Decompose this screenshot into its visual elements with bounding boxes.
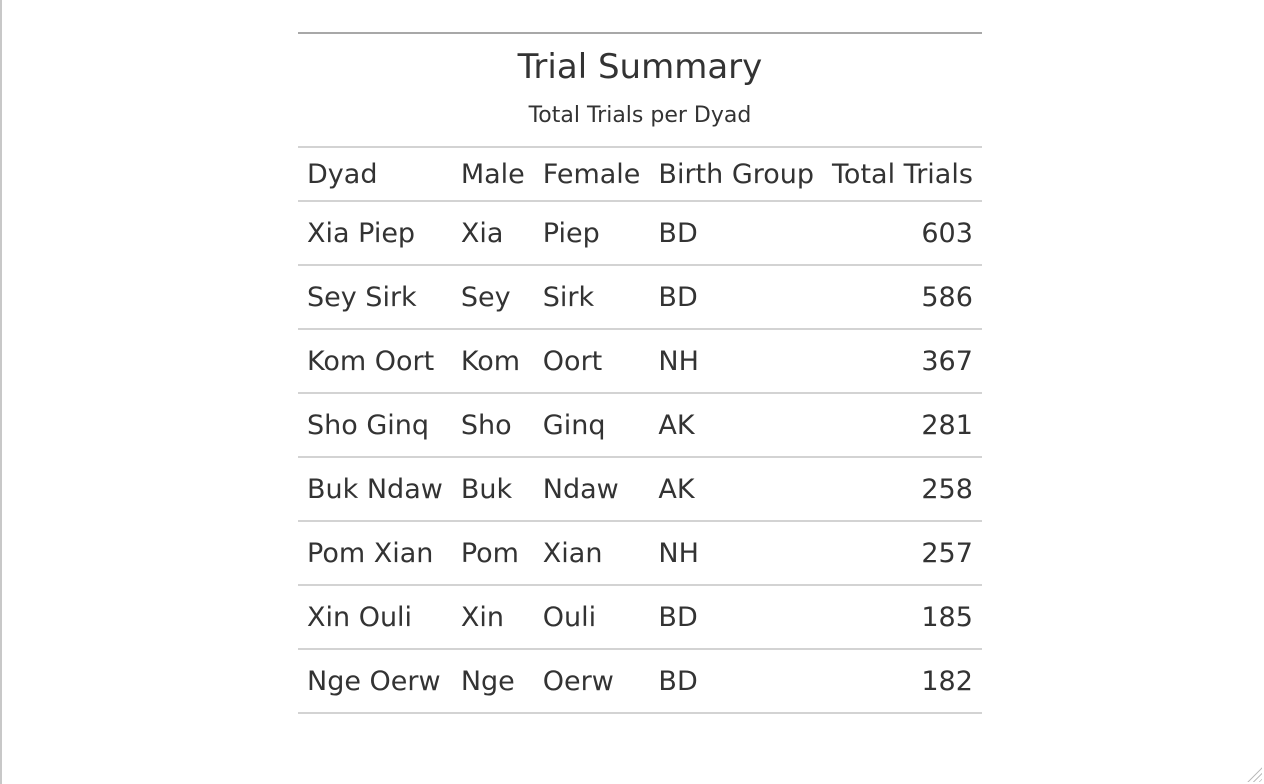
cell-dyad: Kom Oort [298,329,452,394]
column-header-female: Female [533,147,650,202]
cell-female: Oerw [533,649,650,714]
cell-dyad: Xia Piep [298,201,452,266]
table-row: Xia Piep Xia Piep BD 603 [298,201,982,266]
cell-male: Xia [451,201,534,266]
cell-dyad: Xin Ouli [298,585,452,650]
cell-total-trials: 185 [823,585,982,650]
cell-female: Ndaw [533,457,650,522]
cell-female: Ginq [533,393,650,458]
resize-grip-icon[interactable] [1244,764,1262,782]
cell-male: Nge [451,649,534,714]
table-row: Nge Oerw Nge Oerw BD 182 [298,649,982,714]
cell-total-trials: 586 [823,265,982,330]
cell-birth-group: BD [649,585,824,650]
title-row: Trial Summary [298,33,982,90]
cell-birth-group: BD [649,265,824,330]
cell-female: Oort [533,329,650,394]
cell-birth-group: AK [649,457,824,522]
cell-male: Sey [451,265,534,330]
column-header-birth-group: Birth Group [649,147,824,202]
column-header-dyad: Dyad [298,147,452,202]
cell-dyad: Pom Xian [298,521,452,586]
cell-total-trials: 257 [823,521,982,586]
cell-female: Sirk [533,265,650,330]
subtitle-row: Total Trials per Dyad [298,90,982,148]
cell-dyad: Sho Ginq [298,393,452,458]
trial-summary-table: Trial Summary Total Trials per Dyad Dyad… [298,32,982,714]
cell-male: Buk [451,457,534,522]
table-row: Sey Sirk Sey Sirk BD 586 [298,265,982,330]
cell-male: Pom [451,521,534,586]
column-header-total-trials: Total Trials [823,147,982,202]
cell-birth-group: BD [649,201,824,266]
cell-male: Xin [451,585,534,650]
cell-female: Ouli [533,585,650,650]
table-title: Trial Summary [517,47,763,87]
cell-dyad: Buk Ndaw [298,457,452,522]
cell-dyad: Sey Sirk [298,265,452,330]
cell-total-trials: 603 [823,201,982,266]
cell-male: Sho [451,393,534,458]
column-header-male: Male [451,147,534,202]
table-row: Kom Oort Kom Oort NH 367 [298,329,982,394]
cell-total-trials: 258 [823,457,982,522]
column-header-row: Dyad Male Female Birth Group Total Trial… [298,147,982,202]
cell-birth-group: NH [649,329,824,394]
table-body: Xia Piep Xia Piep BD 603 Sey Sirk Sey Si… [298,201,982,714]
cell-total-trials: 367 [823,329,982,394]
cell-total-trials: 182 [823,649,982,714]
table-row: Sho Ginq Sho Ginq AK 281 [298,393,982,458]
cell-birth-group: AK [649,393,824,458]
cell-female: Xian [533,521,650,586]
table-row: Xin Ouli Xin Ouli BD 185 [298,585,982,650]
cell-dyad: Nge Oerw [298,649,452,714]
table-row: Buk Ndaw Buk Ndaw AK 258 [298,457,982,522]
table-subtitle: Total Trials per Dyad [298,90,982,148]
cell-total-trials: 281 [823,393,982,458]
cell-birth-group: NH [649,521,824,586]
cell-male: Kom [451,329,534,394]
table-row: Pom Xian Pom Xian NH 257 [298,521,982,586]
trial-summary-table-container: Trial Summary Total Trials per Dyad Dyad… [298,32,982,714]
cell-female: Piep [533,201,650,266]
cell-birth-group: BD [649,649,824,714]
